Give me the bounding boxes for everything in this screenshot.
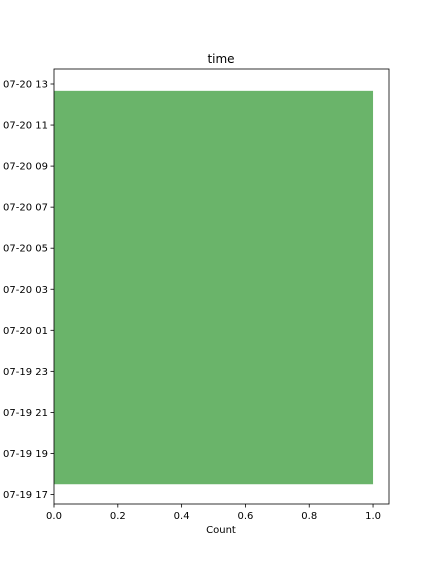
y-tick-label: 07-19 21 [3,408,48,419]
bars-layer [54,90,374,485]
chart-title: time [207,52,234,66]
y-ticks: 07-19 17 07-19 19 07-19 21 07-19 23 07-20 01… [3,80,54,501]
x-tick-label: 1.0 [365,511,381,522]
y-tick-label: 07-20 09 [3,162,48,173]
y-tick-label: 07-19 19 [3,449,48,460]
x-tick-label: 0.8 [301,511,317,522]
y-tick-label: 07-20 07 [3,203,48,214]
x-tick-label: 0.6 [237,511,253,522]
x-axis-label: Count [206,525,236,536]
y-tick-label: 07-20 03 [3,285,48,296]
x-tick-label: 0.2 [110,511,126,522]
x-tick-label: 0.4 [174,511,190,522]
x-tick-label: 0.0 [46,511,62,522]
histogram-bar [54,90,374,485]
y-tick-label: 07-20 01 [3,326,48,337]
y-tick-label: 07-20 11 [3,121,48,132]
y-tick-label: 07-19 17 [3,490,48,501]
plot-frame [53,68,390,505]
x-ticks: 0.0 0.2 0.4 0.6 0.8 1.0 [46,504,381,522]
y-tick-label: 07-20 13 [3,80,48,91]
y-tick-label: 07-20 05 [3,244,48,255]
y-tick-label: 07-19 23 [3,367,48,378]
